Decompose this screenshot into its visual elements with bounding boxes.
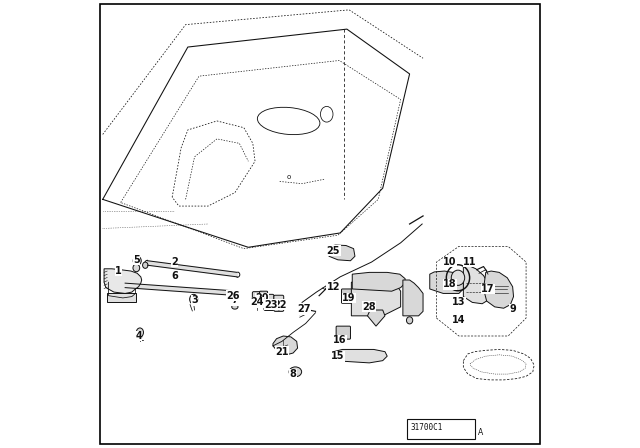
Text: 1: 1	[115, 266, 122, 276]
Text: 26: 26	[226, 291, 239, 301]
Text: 28: 28	[362, 302, 376, 312]
Polygon shape	[147, 261, 237, 277]
Text: o: o	[287, 174, 291, 180]
Text: 9: 9	[509, 304, 516, 314]
FancyBboxPatch shape	[336, 326, 351, 339]
Text: 10: 10	[443, 257, 457, 267]
FancyBboxPatch shape	[274, 295, 284, 311]
Ellipse shape	[276, 305, 281, 310]
Ellipse shape	[143, 262, 148, 268]
Ellipse shape	[136, 328, 143, 337]
Ellipse shape	[133, 264, 140, 271]
Text: A: A	[478, 428, 483, 438]
Text: 25: 25	[326, 246, 340, 256]
Text: 12: 12	[326, 282, 340, 292]
Polygon shape	[273, 336, 298, 355]
Polygon shape	[329, 245, 355, 261]
Ellipse shape	[232, 305, 238, 309]
Ellipse shape	[267, 304, 271, 310]
Polygon shape	[367, 310, 385, 326]
Text: 3: 3	[191, 295, 198, 305]
Ellipse shape	[406, 317, 413, 324]
Polygon shape	[484, 271, 513, 308]
Polygon shape	[352, 272, 405, 291]
Text: 20: 20	[255, 293, 269, 303]
Bar	[407, 419, 474, 439]
Text: 11: 11	[463, 257, 477, 267]
Text: 16: 16	[333, 336, 347, 345]
FancyBboxPatch shape	[252, 292, 262, 307]
Text: 6: 6	[171, 271, 178, 280]
Polygon shape	[125, 283, 239, 296]
Text: 17: 17	[481, 284, 495, 294]
Text: 5: 5	[133, 255, 140, 265]
Text: 13: 13	[452, 297, 466, 307]
Ellipse shape	[189, 294, 198, 304]
Text: 2: 2	[171, 257, 178, 267]
Polygon shape	[351, 279, 401, 316]
Ellipse shape	[232, 297, 238, 307]
Polygon shape	[403, 280, 423, 316]
FancyBboxPatch shape	[342, 289, 352, 303]
Bar	[107, 293, 136, 302]
Polygon shape	[333, 349, 387, 363]
Text: 21: 21	[275, 347, 289, 357]
Text: 4: 4	[135, 331, 142, 341]
Text: 14: 14	[452, 315, 466, 325]
Ellipse shape	[451, 270, 465, 285]
Polygon shape	[430, 271, 463, 293]
Ellipse shape	[289, 367, 301, 377]
Text: 23: 23	[264, 300, 278, 310]
Text: 31700C1: 31700C1	[411, 423, 444, 432]
Polygon shape	[463, 265, 490, 304]
Text: 24: 24	[250, 297, 264, 307]
FancyBboxPatch shape	[260, 291, 268, 301]
FancyBboxPatch shape	[264, 294, 274, 310]
Text: 22: 22	[273, 300, 287, 310]
Text: 8: 8	[290, 369, 296, 379]
Text: 19: 19	[342, 293, 356, 303]
Text: 27: 27	[298, 304, 311, 314]
Polygon shape	[104, 269, 141, 293]
Ellipse shape	[133, 256, 141, 265]
Text: 7: 7	[232, 295, 238, 305]
Text: 18: 18	[443, 280, 457, 289]
Text: 15: 15	[331, 351, 345, 361]
